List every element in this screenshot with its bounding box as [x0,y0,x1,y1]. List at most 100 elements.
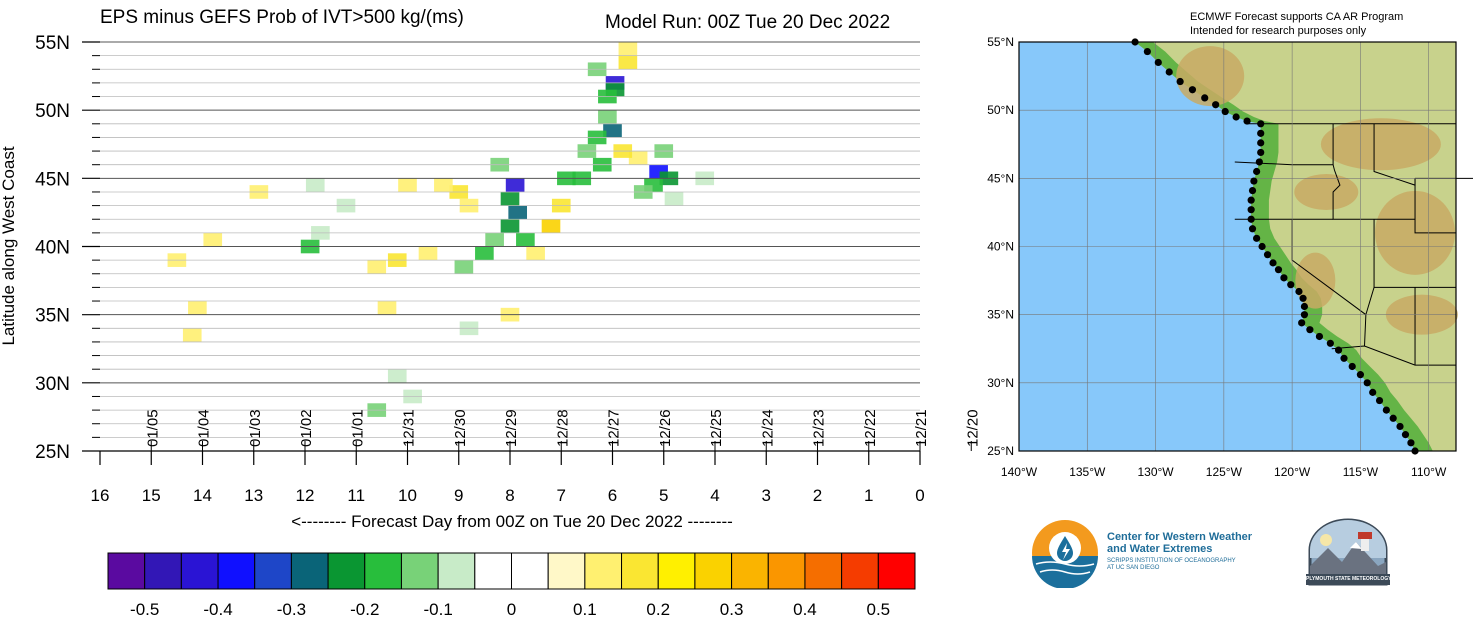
colorbar-label: -0.1 [423,600,452,619]
heatmap-cell [367,260,387,274]
cw3e-logo-icon [1032,520,1098,588]
colorbar-swatch [694,552,733,590]
date-tick-label: 12/21 [913,409,930,447]
lon-label: 140°W [1001,465,1038,479]
coast-point [1165,68,1173,76]
heatmap-cell [500,191,520,206]
colorbar-swatch [511,552,549,590]
coast-points [1131,38,1419,455]
heatmap-cell [475,246,494,261]
coast-point [1258,242,1266,251]
y-tick-label: 35N [35,306,70,327]
cw3e-line3: SCRIPPS INSTITUTION OF OCEANOGRAPHY [1107,558,1236,564]
y-tick-label: 55N [35,33,70,54]
heatmap-cell [188,301,207,315]
heatmap-cell [618,55,638,70]
lat-label: 50°N [987,103,1014,117]
x-tick-label: 15 [142,486,161,505]
heatmap-cell [603,123,622,138]
date-tick-label: 12/25 [708,409,725,447]
colorbar-swatch [107,552,146,590]
map-note-1: ECMWF Forecast supports CA AR Program [1190,11,1404,23]
coast-point [1348,362,1356,371]
coast-point [1369,388,1377,396]
model-run-label: Model Run: 00Z Tue 20 Dec 2022 [605,12,891,33]
x-tick-label: 11 [347,486,365,505]
coast-point [1221,107,1229,116]
colorbar-swatch [877,552,916,590]
map-note-2: Intended for research purposes only [1190,25,1367,37]
state-border [1331,345,1456,366]
lat-label: 30°N [987,376,1014,390]
colorbar-label: 0.4 [793,600,817,619]
date-tick-label: 01/04 [196,409,213,447]
cw3e-line1: Center for Western Weather [1107,531,1253,543]
heatmap-cell [618,42,638,56]
colorbar-swatch [767,552,806,590]
colorbar-label: 0.2 [646,600,670,619]
lon-label: 125°W [1206,465,1243,479]
colorbar-label: 0.5 [866,600,890,619]
coast-point [1243,117,1251,125]
date-tick-label: 12/28 [554,409,571,447]
colorbar-label: -0.3 [277,600,306,619]
coast-point [1232,113,1240,121]
heatmap-cell [434,178,453,192]
x-tick-label: 0 [915,486,924,505]
colorbar-label: 0.3 [720,600,744,619]
coast-point [1407,439,1415,447]
coast-point [1356,371,1365,379]
y-axis-label: Latitude along West Coast [0,146,18,345]
coast-point [1375,396,1384,405]
heatmap-cell [418,246,438,261]
colorbar-swatch [547,552,586,590]
x-axis-label: <-------- Forecast Day from 00Z on Tue 2… [291,512,733,531]
coast-point [1257,120,1265,128]
coast-point [1389,414,1397,422]
coast-point [1306,326,1314,334]
coast-point [1257,148,1265,157]
coast-point [1248,225,1257,233]
coast-point [1250,177,1258,185]
heatmap-cell [398,178,417,192]
x-tick-label: 10 [398,486,417,505]
coastal-lowland [1130,42,1433,451]
cw3e-name: Center for Western Weather and Water Ext… [1107,531,1252,555]
coast-point [1263,251,1272,259]
highland [1294,173,1359,210]
coast-point [1363,379,1371,387]
date-tick-label: 01/02 [298,409,315,447]
heatmap-cell [516,232,535,247]
colorbar-swatch [290,552,329,590]
coast-point [1257,139,1265,147]
lat-label: 25°N [987,444,1014,458]
coast-point [1315,332,1324,341]
y-tick-label: 30N [35,374,70,395]
heatmap-cell [182,328,202,342]
colorbar-swatch [621,552,659,590]
lat-label: 45°N [987,171,1014,185]
date-tick-label: 12/24 [759,409,776,447]
colorbar-swatch [731,552,769,590]
x-tick-label: 9 [454,486,463,505]
coast-point [1212,101,1220,109]
heatmap-cell [508,205,528,220]
coast-point [1248,187,1257,195]
state-border [1414,178,1456,234]
x-tick-label: 7 [557,486,566,505]
coast-point [1131,38,1139,46]
date-tick-label: 12/20 [964,409,981,447]
date-tick-label: 12/22 [862,409,879,447]
coast-point [1401,431,1410,439]
plymouth-state-logo-icon [1306,518,1390,586]
plymouth-state-text: PLYMOUTH STATE METEOROLOGY [1306,576,1392,582]
date-tick-label: 12/26 [657,409,674,447]
x-tick-label: 1 [864,486,873,505]
coast-point [1201,94,1209,102]
x-tick-label: 3 [762,486,771,505]
coast-point [1300,311,1309,319]
coast-point [1298,319,1306,327]
date-tick-label: 01/03 [247,409,264,447]
x-tick-label: 4 [710,486,719,505]
